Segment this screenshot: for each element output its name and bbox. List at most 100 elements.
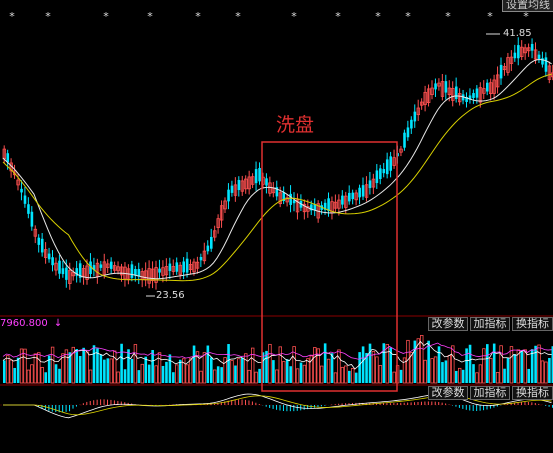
volume-bar xyxy=(78,356,82,383)
volume-bar xyxy=(513,354,517,383)
volume-bar xyxy=(454,370,458,383)
volume-bar xyxy=(47,355,51,383)
volume-bar xyxy=(230,360,234,384)
star-marker: * xyxy=(445,10,451,23)
candle-body xyxy=(219,205,224,221)
volume-bar xyxy=(109,358,113,384)
star-marker: * xyxy=(9,10,15,23)
volume-bar xyxy=(192,345,196,383)
volume-bar xyxy=(433,356,438,384)
volume-bar xyxy=(254,371,258,384)
volume-bar xyxy=(220,367,223,383)
volume-bar xyxy=(185,364,189,384)
candle-body xyxy=(210,236,213,249)
volume-bar xyxy=(316,348,320,384)
volume-bar xyxy=(468,344,472,383)
volume-bar xyxy=(351,368,355,384)
volume-bar xyxy=(540,360,545,384)
candle-body xyxy=(292,200,296,204)
candle-body xyxy=(178,264,182,275)
volume-bar xyxy=(261,352,265,383)
volume-bar xyxy=(530,349,534,383)
candle-body xyxy=(258,167,261,182)
candle-body xyxy=(171,266,176,272)
shakeout-label: 洗盘 xyxy=(276,114,315,136)
candle-body xyxy=(216,218,220,228)
candle-body xyxy=(392,157,396,166)
volume-bar xyxy=(120,343,123,383)
candle-body xyxy=(306,206,310,212)
volume-bar xyxy=(161,365,165,383)
volume-bar xyxy=(133,344,138,384)
candle-body xyxy=(119,266,124,276)
candle-body xyxy=(517,45,520,59)
candle-body xyxy=(61,268,65,275)
volume-bar xyxy=(116,371,120,384)
volume-switch-indicator-button[interactable]: 换指标 xyxy=(512,317,553,331)
volume-bar xyxy=(475,372,479,384)
volume-bar xyxy=(88,369,93,384)
candle-body xyxy=(348,192,351,202)
candle-body xyxy=(389,156,392,171)
volume-bar xyxy=(199,370,203,384)
macd-add-indicator-button[interactable]: 加指标 xyxy=(470,386,510,400)
candle-body xyxy=(116,266,120,272)
volume-bar xyxy=(33,353,38,384)
volume-bar xyxy=(82,347,85,383)
macd-modify-params-button[interactable]: 改参数 xyxy=(428,386,468,400)
volume-bar xyxy=(503,368,506,383)
candle-body xyxy=(368,180,372,189)
candle-body xyxy=(113,265,117,271)
shakeout-box xyxy=(261,141,398,392)
volume-bar xyxy=(223,357,227,384)
candle-body xyxy=(482,88,486,94)
candle-body xyxy=(430,87,434,95)
volume-bar xyxy=(9,359,13,384)
candle-body xyxy=(6,153,10,163)
volume-bar xyxy=(247,369,251,384)
macd-switch-indicator-button[interactable]: 换指标 xyxy=(512,386,553,400)
candle-body xyxy=(175,262,179,272)
candle-body xyxy=(75,268,79,276)
ma-settings-button[interactable]: 设置均线 xyxy=(502,0,553,12)
volume-bar xyxy=(472,364,475,383)
volume-bar xyxy=(333,372,338,384)
volume-bar xyxy=(495,372,500,384)
volume-bar xyxy=(23,348,27,384)
volume-bar xyxy=(278,346,282,384)
candle-body xyxy=(247,176,251,190)
candle-body xyxy=(371,178,376,188)
candle-body xyxy=(426,88,431,104)
volume-bar xyxy=(340,366,345,384)
volume-bar xyxy=(447,355,452,384)
candle-body xyxy=(188,264,193,270)
candle-body xyxy=(233,184,238,196)
volume-bar xyxy=(151,349,154,383)
candle-body xyxy=(289,193,292,205)
volume-bar xyxy=(165,361,168,383)
candle-body xyxy=(541,58,544,65)
volume-bar xyxy=(406,339,410,384)
candle-body xyxy=(506,57,510,73)
volume-add-indicator-button[interactable]: 加指标 xyxy=(470,317,510,331)
volume-bar xyxy=(195,351,200,384)
candle-body xyxy=(278,192,282,205)
volume-bar xyxy=(461,369,465,383)
volume-modify-params-button[interactable]: 改参数 xyxy=(428,317,468,331)
volume-bar xyxy=(506,357,510,383)
candle-body xyxy=(420,101,424,106)
volume-bar xyxy=(465,348,468,383)
moving-average-lines xyxy=(2,59,552,282)
down-arrow-icon: ↓ xyxy=(53,318,63,329)
volume-bar xyxy=(348,370,351,383)
candle-body xyxy=(27,204,30,214)
volume-bar xyxy=(409,352,414,384)
candle-body xyxy=(164,266,169,276)
candle-body xyxy=(509,56,514,64)
candle-body xyxy=(199,257,203,261)
candle-body xyxy=(92,265,96,270)
candle-body xyxy=(265,178,268,186)
star-marker: * xyxy=(45,10,51,23)
volume-bar xyxy=(202,352,207,384)
